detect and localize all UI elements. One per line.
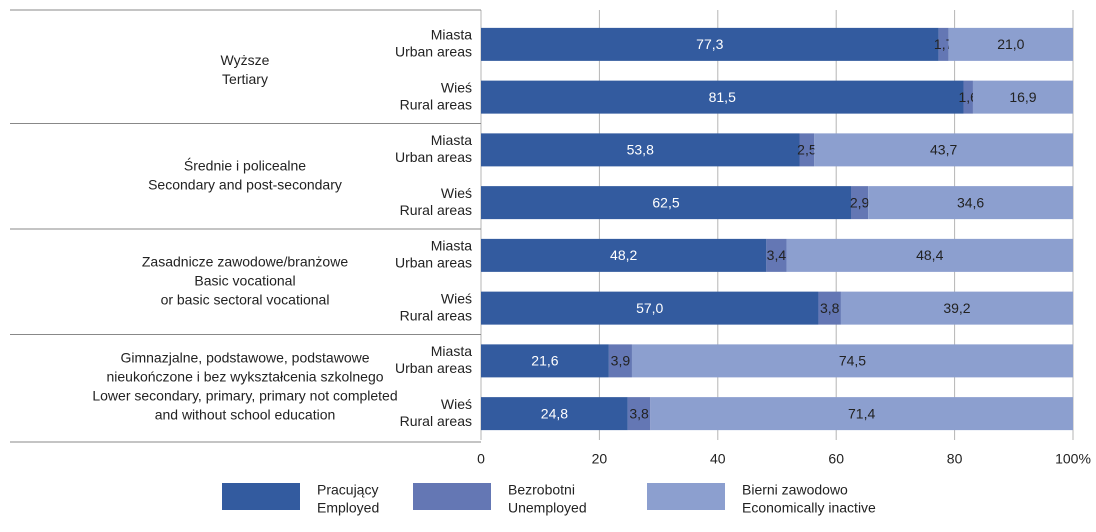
data-label: 81,5 (709, 89, 736, 105)
bar-segment (972, 80, 1073, 114)
x-tick-label: 60 (828, 451, 844, 467)
bar-segment (766, 238, 787, 272)
bar-segment (481, 238, 767, 272)
group-label: Gimnazjalne, podstawowe, podstawowe (120, 349, 369, 365)
category-label: Rural areas (400, 202, 472, 218)
bar-segment (868, 186, 1073, 220)
legend-label: Unemployed (508, 500, 587, 516)
x-tick-label: 40 (710, 451, 726, 467)
category-label: Miasta (431, 238, 472, 254)
data-label: 3,8 (629, 405, 649, 421)
data-label: 57,0 (636, 300, 663, 316)
group-label: nieukończone i bez wykształcenia szkolne… (106, 368, 383, 384)
category-label: Miasta (431, 27, 472, 43)
bar-segment (481, 186, 851, 220)
bar-segment (631, 344, 1073, 378)
bar-segment (481, 27, 939, 61)
group-label: Tertiary (222, 71, 268, 87)
data-label: 74,5 (839, 353, 866, 369)
category-label: Rural areas (400, 96, 472, 112)
x-tick-label: 0 (477, 451, 485, 467)
data-label: 53,8 (627, 142, 654, 158)
group-label: Lower secondary, primary, primary not co… (92, 387, 397, 403)
legend-swatch (647, 483, 725, 510)
data-label: 71,4 (848, 405, 875, 421)
category-label: Miasta (431, 343, 472, 359)
bar-segment (627, 397, 651, 431)
data-label: 16,9 (1009, 89, 1036, 105)
legend-swatch (413, 483, 491, 510)
data-label: 62,5 (652, 194, 679, 210)
category-label: Urban areas (395, 44, 472, 60)
bar-segment (840, 291, 1073, 325)
group-label: and without school education (155, 406, 336, 422)
group-label: Wyższe (221, 52, 270, 68)
legend-label: Economically inactive (742, 500, 876, 516)
data-label: 21,6 (531, 353, 558, 369)
data-label: 34,6 (957, 194, 984, 210)
data-label: 39,2 (943, 300, 970, 316)
legend-swatch (222, 483, 300, 510)
category-label: Urban areas (395, 360, 472, 376)
category-label: Miasta (431, 132, 472, 148)
bar-segment (481, 291, 819, 325)
category-label: Urban areas (395, 149, 472, 165)
data-label: 2,5 (797, 142, 817, 158)
group-label: Średnie i policealne (184, 156, 306, 173)
bar-segment (799, 133, 815, 167)
category-label: Urban areas (395, 255, 472, 271)
bar-segment (481, 397, 628, 431)
legend-label: Bierni zawodowo (742, 482, 848, 498)
group-label: Basic vocational (194, 272, 295, 288)
group-label: Secondary and post-secondary (148, 176, 342, 192)
category-label: Rural areas (400, 413, 472, 429)
data-label: 1,7 (934, 36, 954, 52)
data-label: 3,9 (611, 353, 631, 369)
bar-segment (814, 133, 1073, 167)
category-label: Wieś (441, 396, 472, 412)
group-label: or basic sectoral vocational (161, 291, 330, 307)
data-label: 2,9 (850, 194, 870, 210)
legend-label: Bezrobotni (508, 482, 575, 498)
group-label: Zasadnicze zawodowe/branżowe (142, 253, 348, 269)
bar-segment (938, 27, 949, 61)
bar-segment (818, 291, 841, 325)
legend-label: Pracujący (317, 482, 378, 498)
data-label: 21,0 (997, 36, 1024, 52)
bar-segment (786, 238, 1073, 272)
legend-label: Employed (317, 500, 379, 516)
data-label: 3,8 (820, 300, 840, 316)
data-label: 24,8 (541, 405, 568, 421)
data-label: 48,2 (610, 247, 637, 263)
bar-segment (481, 344, 609, 378)
x-tick-label: 20 (592, 451, 608, 467)
bar-segment (851, 186, 869, 220)
category-label: Wieś (441, 79, 472, 95)
category-label: Rural areas (400, 307, 472, 323)
bar-segment (481, 133, 800, 167)
bar-segment (608, 344, 632, 378)
data-label: 3,4 (767, 247, 787, 263)
category-label: Wieś (441, 185, 472, 201)
bar-segment (948, 27, 1073, 61)
x-tick-label: 80 (947, 451, 963, 467)
data-label: 48,4 (916, 247, 943, 263)
x-tick-label: 100% (1055, 451, 1091, 467)
data-label: 43,7 (930, 142, 957, 158)
bar-segment (963, 80, 973, 114)
bar-segment (481, 80, 964, 114)
category-label: Wieś (441, 290, 472, 306)
data-label: 77,3 (696, 36, 723, 52)
bar-segment (650, 397, 1073, 431)
